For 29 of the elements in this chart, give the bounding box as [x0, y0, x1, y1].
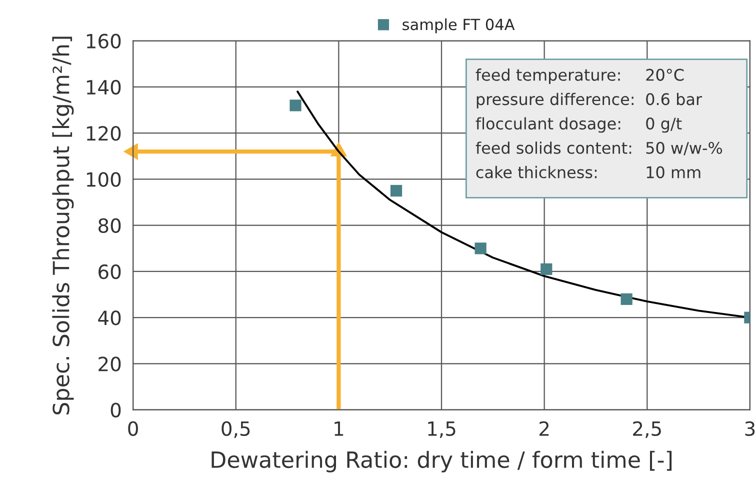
y-tick-label: 80 — [98, 218, 121, 233]
text: feed temperature: 20°C — [476, 68, 684, 84]
y-axis-title: Spec. Solids Throughput [kg/m²/h] — [52, 36, 74, 414]
legend-label: sample FT 04A — [402, 18, 515, 34]
point — [290, 100, 302, 112]
y-tick-label: 0 — [110, 402, 121, 418]
y-tick-label: 40 — [98, 310, 121, 326]
x-axis-title: Dewatering Ratio: dry time / form time [-] — [212, 450, 672, 472]
y-tick-label: 160 — [86, 34, 121, 48]
y-tick-label: 120 — [86, 126, 121, 141]
x-tick-label: 0,5 — [222, 421, 250, 438]
point — [620, 293, 632, 305]
text: flocculant dosage: 0 g/t — [476, 117, 682, 133]
text: cake thickness: 10 mm — [476, 166, 700, 178]
x-tick-label: 3 — [745, 421, 755, 436]
annotation: feed solids content: 50 w/w-% — [476, 142, 722, 156]
y-tick-label: 60 — [98, 264, 121, 280]
point — [474, 242, 486, 254]
x-tick-label: 2 — [540, 421, 549, 436]
x-tick-label: 1 — [334, 422, 344, 436]
y-tick-label: 140 — [86, 80, 121, 95]
x-tick-label: 1,5 — [428, 422, 456, 438]
point — [390, 184, 402, 197]
annotation: pressure difference: 0.6 bar — [476, 92, 702, 108]
x-tick-label: 2,5 — [633, 421, 661, 438]
x-tick-label: 0 — [128, 421, 138, 436]
y-tick-label: 20 — [98, 356, 121, 372]
point — [540, 263, 552, 275]
y-tick-label: 100 — [86, 172, 121, 187]
